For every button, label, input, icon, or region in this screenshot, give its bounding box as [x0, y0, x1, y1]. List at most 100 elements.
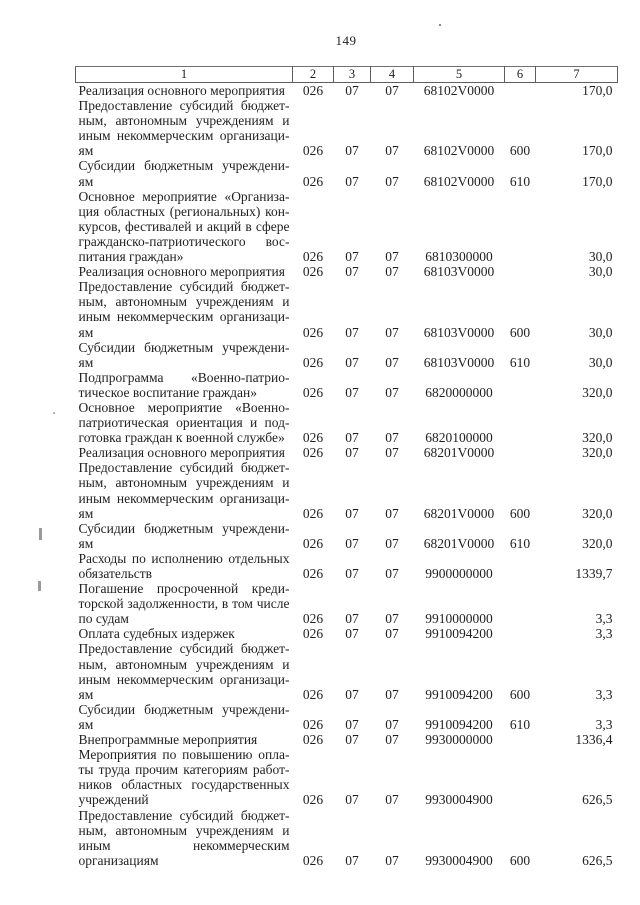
row-label-line: Оплата судебных издержек — [78, 626, 235, 642]
cell-expense-type-code — [505, 551, 536, 581]
cell-amount: 170,0 — [582, 83, 613, 98]
row-label-line: Субсидии бюджетным учреждени- — [78, 339, 290, 355]
cell-subsection-code: 07 — [385, 566, 399, 581]
cell-amount: 3,3 — [595, 626, 613, 642]
row-label-line: иным некоммерческим организациям — [78, 837, 290, 868]
row-label: Субсидии бюджетным учреждени-ям — [76, 702, 293, 732]
row-label: Субсидии бюджетным учреждени-ям — [76, 158, 293, 188]
row-label-line: патриотическая ориентация и под- — [78, 415, 290, 431]
cell-amount: 170,0 — [582, 143, 613, 159]
cell-grbs-code: 026 — [302, 173, 324, 189]
row-label-line: Подпрограмма «Военно-патрио- — [78, 369, 290, 385]
scan-artifact — [53, 412, 55, 414]
cell-grbs-code: 026 — [302, 264, 324, 280]
row-label-line: ям — [78, 535, 94, 551]
cell-expense-type-code: 610 — [509, 354, 531, 370]
cell-target-item-code: 9930000000 — [425, 732, 493, 748]
row-label: Расходы по исполнению отдельных обязатель… — [76, 551, 293, 581]
row-label-line: обязательств — [78, 566, 153, 581]
cell-expense-type-code: 610 — [509, 173, 531, 189]
cell-target-item-code: 9900000000 — [425, 566, 493, 581]
cell-amount: 30,0 — [588, 249, 613, 265]
cell-target-item-code: 6820000000 — [425, 384, 493, 400]
cell-subsection-code: 07 — [385, 384, 399, 400]
cell-subsection-code: 07 — [385, 732, 399, 748]
cell-subsection-code: 07 — [385, 430, 399, 446]
cell-target-item-code: 68103V0000 — [423, 264, 495, 280]
row-label-line: ным, автономным учреждениям и — [78, 113, 290, 129]
cell-section-code: 07 — [345, 626, 359, 642]
table-row: Предоставление субсидий бюджет-ным, авто… — [76, 279, 618, 339]
cell-expense-type-code: 600 — [509, 505, 531, 521]
row-label-line: Реализация основного мероприятия — [78, 83, 285, 98]
scan-artifact — [439, 24, 441, 26]
cell-expense-type-code: 600 — [509, 143, 531, 159]
row-label: Субсидии бюджетным учреждени-ям — [76, 340, 293, 370]
cell-subsection-code: 07 — [385, 686, 399, 702]
cell-amount: 1336,4 — [575, 732, 613, 748]
row-label-line: ным, автономным учреждениям и — [78, 822, 290, 838]
cell-subsection-code: 07 — [385, 535, 399, 551]
row-label: Подпрограмма «Военно-патрио-тическое вос… — [76, 370, 293, 400]
cell-grbs-code: 026 — [302, 732, 324, 748]
cell-grbs-code: 026 — [302, 852, 324, 868]
table-row: Реализация основного мероприятия 026 07 07 6… — [76, 445, 618, 460]
cell-amount: 170,0 — [582, 173, 613, 189]
cell-expense-type-code: 600 — [509, 852, 531, 868]
cell-section-code: 07 — [345, 430, 359, 446]
cell-section-code: 07 — [345, 354, 359, 370]
row-label: Внепрограммные мероприятия — [76, 732, 293, 747]
row-label-line: иным некоммерческим организаци- — [78, 128, 290, 144]
row-label-line: иным некоммерческим организаци- — [78, 309, 290, 325]
table-row: Субсидии бюджетным учреждени-ям 026 07 07 68… — [76, 158, 618, 188]
column-header: 6 — [504, 66, 536, 83]
row-label: Мероприятия по повышению опла-ты труда п… — [76, 747, 293, 807]
table-row: Основное мероприятие «Военно-патриотичес… — [76, 400, 618, 445]
cell-subsection-code: 07 — [385, 792, 399, 808]
table-row: Субсидии бюджетным учреждени-ям 026 07 07 68… — [76, 340, 618, 370]
row-label-line: Основное мероприятие «Организа- — [78, 188, 290, 204]
cell-grbs-code: 026 — [302, 430, 324, 446]
row-label-line: Расходы по исполнению отдельных — [78, 550, 290, 566]
row-label-line: ным, автономным учреждениям и — [78, 294, 290, 310]
cell-expense-type-code — [505, 626, 536, 641]
table-row: Реализация основного мероприятия 026 07 07 6… — [76, 83, 618, 99]
table-row: Погашение просроченной креди-торской зад… — [76, 581, 618, 626]
cell-target-item-code: 68102V0000 — [423, 143, 495, 159]
table-row: Предоставление субсидий бюджет-ным, авто… — [76, 641, 618, 701]
cell-grbs-code: 026 — [302, 143, 324, 159]
row-label-line: Реализация основного мероприятия — [78, 445, 285, 461]
row-label-line: Предоставление субсидий бюджет- — [78, 98, 290, 114]
row-label: Реализация основного мероприятия — [76, 445, 293, 460]
cell-amount: 320,0 — [582, 505, 613, 521]
row-label-line: Погашение просроченной креди- — [78, 581, 290, 597]
cell-expense-type-code — [505, 747, 536, 807]
cell-target-item-code: 68102V0000 — [423, 83, 495, 98]
cell-section-code: 07 — [345, 611, 359, 627]
column-header: 3 — [333, 66, 371, 83]
row-label-line: ты труда прочим категориям работ- — [78, 762, 290, 778]
cell-expense-type-code: 600 — [509, 686, 531, 702]
row-label-line: ям — [78, 173, 94, 189]
cell-amount: 626,5 — [582, 792, 613, 808]
cell-subsection-code: 07 — [385, 852, 399, 868]
cell-grbs-code: 026 — [302, 384, 324, 400]
row-label: Предоставление субсидий бюджет-ным, авто… — [76, 641, 293, 701]
table-row: Внепрограммные мероприятия 026 07 07 9930000… — [76, 732, 618, 747]
column-header: 7 — [535, 66, 618, 83]
cell-amount: 320,0 — [582, 445, 613, 461]
table-row: Реализация основного мероприятия 026 07 07 6… — [76, 264, 618, 279]
cell-target-item-code: 9910000000 — [425, 611, 493, 627]
cell-target-item-code: 6810300000 — [425, 249, 493, 265]
cell-section-code: 07 — [345, 535, 359, 551]
cell-grbs-code: 026 — [302, 792, 324, 808]
cell-subsection-code: 07 — [385, 354, 399, 370]
cell-subsection-code: 07 — [385, 143, 399, 159]
cell-section-code: 07 — [345, 732, 359, 748]
cell-grbs-code: 026 — [302, 686, 324, 702]
cell-grbs-code: 026 — [302, 249, 324, 265]
cell-subsection-code: 07 — [385, 249, 399, 265]
cell-expense-type-code — [505, 370, 536, 400]
